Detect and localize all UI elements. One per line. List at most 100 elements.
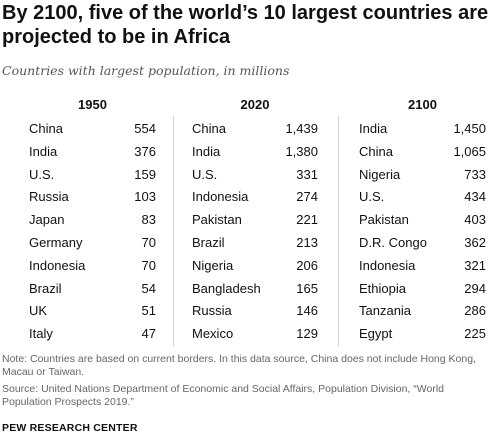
table-row: Germany 70 [29,232,156,255]
population-value: 206 [296,257,318,273]
column-year-label: 1950 [78,97,107,112]
population-value: 274 [296,189,318,205]
table-row: Japan 83 [29,209,156,232]
chart-source: Source: United Nations Department of Eco… [2,383,444,408]
population-value: 103 [134,189,156,205]
population-value: 434 [464,189,486,205]
table-row: Indonesia 321 [359,255,486,278]
country-name: Tanzania [359,303,412,319]
table-row: Ethiopia 294 [359,278,486,301]
column-rows: India 1,450 China 1,065 Nigeria 733 U.S. 434 Pak… [359,118,486,346]
population-value: 225 [464,326,486,342]
table-row: Mexico 129 [192,323,318,346]
country-name: Brazil [192,234,225,250]
country-name: Indonesia [359,257,416,273]
population-value: 165 [296,280,318,296]
population-value: 146 [296,303,318,319]
table-row: China 1,065 [359,141,486,164]
country-name: Russia [192,303,232,319]
population-value: 376 [134,143,156,159]
country-name: Germany [29,234,83,250]
country-name: Brazil [29,280,62,296]
table-row: Nigeria 206 [192,255,318,278]
table-row: Brazil 213 [192,232,318,255]
country-name: Italy [29,326,53,342]
table-row: Indonesia 70 [29,255,156,278]
country-name: Bangladesh [192,280,261,296]
table-row: Pakistan 221 [192,209,318,232]
table-row: Italy 47 [29,323,156,346]
column-divider [338,116,339,346]
country-name: UK [29,303,48,319]
table-row: China 554 [29,118,156,141]
country-name: Japan [29,212,65,228]
table-row: Pakistan 403 [359,209,486,232]
population-value: 321 [464,257,486,273]
table-row: Tanzania 286 [359,300,486,323]
population-value: 403 [464,212,486,228]
column-rows: China 554 India 376 U.S. 159 Russia 103 Japan 83 G… [29,118,156,346]
table-row: D.R. Congo 362 [359,232,486,255]
country-name: Mexico [192,326,234,342]
table-row: Egypt 225 [359,323,486,346]
country-name: Indonesia [192,189,249,205]
column-year-label: 2020 [240,97,270,112]
table-row: U.S. 331 [192,164,318,187]
country-name: China [359,143,393,159]
table-row: Russia 103 [29,186,156,209]
column-rows: China 1,439 India 1,380 U.S. 331 Indonesia 274 P… [192,118,318,346]
table-row: China 1,439 [192,118,318,141]
population-value: 554 [134,121,156,136]
country-name: India [192,143,221,159]
country-name: U.S. [192,166,218,182]
population-value: 51 [141,303,156,319]
population-value: 213 [296,234,318,250]
population-value: 1,450 [453,121,486,136]
column-year-label: 2100 [408,97,437,112]
country-name: Ethiopia [359,280,406,296]
table-row: India 376 [29,141,156,164]
country-name: Nigeria [359,166,401,182]
column-divider [173,116,174,346]
country-name: China [29,121,63,136]
population-value: 47 [141,326,156,342]
chart-note: Note: Countries are based on current bor… [2,353,476,378]
population-value: 221 [296,212,318,228]
table-row: Bangladesh 165 [192,278,318,301]
population-value: 362 [464,234,486,250]
table-row: Brazil 54 [29,278,156,301]
population-value: 294 [464,280,486,296]
table-row: India 1,380 [192,141,318,164]
table-row: UK 51 [29,300,156,323]
table-row: U.S. 159 [29,164,156,187]
country-name: U.S. [359,189,385,205]
column-1950: 1950 China 554 India 376 U.S. 159 Russia 103 Jap… [29,96,156,346]
country-name: Pakistan [192,212,242,228]
population-value: 70 [141,257,156,273]
country-name: Indonesia [29,257,86,273]
country-name: U.S. [29,166,55,182]
table-row: Nigeria 733 [359,164,486,187]
population-value: 1,380 [285,143,318,159]
country-name: Egypt [359,326,393,342]
country-name: Russia [29,189,69,205]
population-value: 83 [141,212,156,228]
table-row: Russia 146 [192,300,318,323]
country-name: Nigeria [192,257,234,273]
population-value: 129 [296,326,318,342]
chart-title: By 2100, five of the world’s 10 largest … [2,2,489,48]
population-value: 159 [134,166,156,182]
country-name: China [192,121,226,136]
country-name: India [29,143,58,159]
country-name: D.R. Congo [359,234,427,250]
table-row: Indonesia 274 [192,186,318,209]
chart-subtitle: Countries with largest population, in mi… [2,63,290,78]
column-2100: 2100 India 1,450 China 1,065 Nigeria 733 U.S. 4… [359,96,486,346]
brand-logo-text: PEW RESEARCH CENTER [2,422,138,434]
population-value: 70 [141,234,156,250]
population-value: 733 [464,166,486,182]
population-value: 331 [296,166,318,182]
population-value: 54 [141,280,156,296]
population-value: 286 [464,303,486,319]
